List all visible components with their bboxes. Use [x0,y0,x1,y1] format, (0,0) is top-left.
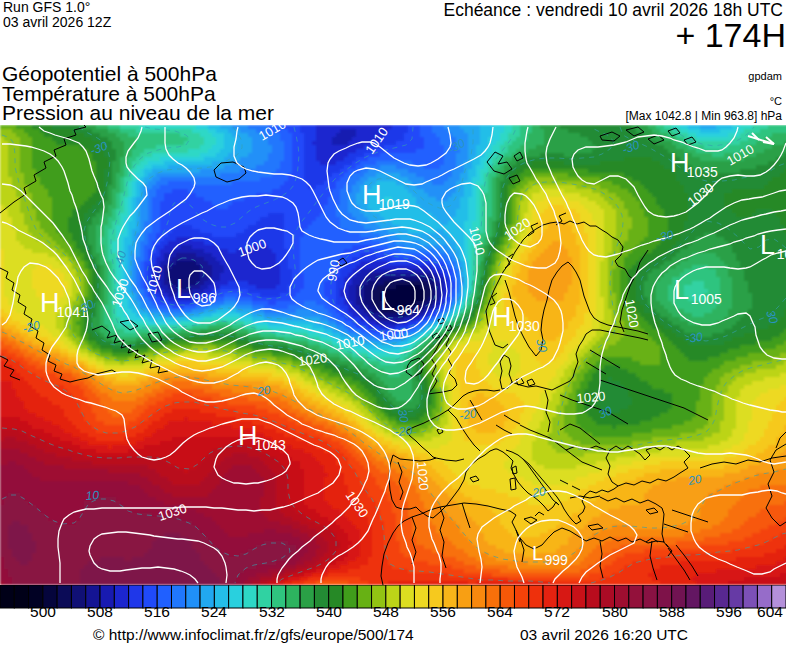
svg-text:540: 540 [316,603,342,620]
svg-text:580: 580 [602,603,628,620]
svg-text:L: L [674,275,689,305]
svg-text:1020: 1020 [414,461,431,491]
svg-text:548: 548 [373,603,399,620]
svg-text:L: L [760,230,775,260]
svg-text:20: 20 [255,383,272,399]
svg-text:-20: -20 [394,424,413,439]
svg-text:L: L [532,542,543,564]
svg-text:-30: -30 [684,330,703,346]
svg-text:516: 516 [144,603,170,620]
svg-text:1005: 1005 [691,291,722,307]
svg-text:986: 986 [193,290,217,306]
svg-text:532: 532 [259,603,285,620]
svg-text:564: 564 [487,603,513,620]
svg-text:964: 964 [397,302,421,318]
svg-text:999: 999 [544,552,568,568]
svg-text:596: 596 [716,603,742,620]
svg-text:588: 588 [659,603,685,620]
svg-text:572: 572 [544,603,570,620]
svg-text:1035: 1035 [687,164,718,180]
svg-text:524: 524 [201,603,227,620]
svg-text:L: L [380,286,395,316]
svg-text:20: 20 [686,472,703,488]
svg-text:10: 10 [777,246,786,262]
svg-text:30: 30 [395,408,411,424]
svg-text:1030: 1030 [509,318,540,334]
svg-text:10: 10 [85,488,100,503]
svg-text:L: L [176,274,191,304]
svg-text:500: 500 [30,603,56,620]
svg-text:604: 604 [757,603,783,620]
svg-text:508: 508 [87,603,113,620]
svg-text:1043: 1043 [255,437,286,453]
svg-text:20: 20 [530,484,546,500]
svg-text:1020: 1020 [576,389,606,406]
svg-text:1019: 1019 [379,196,410,212]
svg-text:556: 556 [430,603,456,620]
